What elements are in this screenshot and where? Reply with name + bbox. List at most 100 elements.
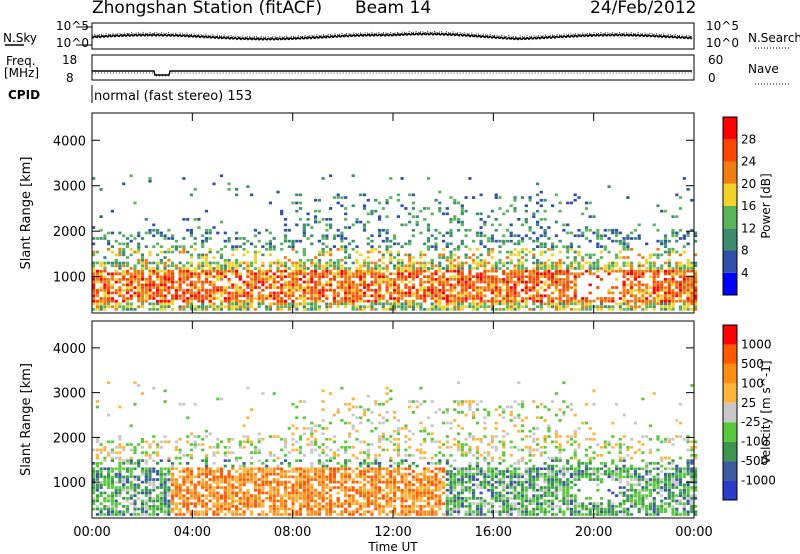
power-cell [182,250,186,254]
power-cell [103,234,107,238]
velocity-cell [472,488,476,492]
power-cell [445,280,449,284]
velocity-cell [317,491,321,495]
power-cell [152,261,156,265]
power-cell [362,283,367,287]
power-cell [216,272,220,276]
velocity-cell [317,497,321,500]
velocity-cell [449,497,453,500]
velocity-cell [302,400,306,403]
velocity-cell [92,502,96,505]
power-cell [347,267,352,270]
power-cell [641,288,645,292]
power-cell [250,291,254,295]
velocity-cell [378,478,382,481]
power-cell [618,302,622,306]
power-cell [208,264,212,268]
power-cell [208,291,212,295]
power-cell [603,245,607,248]
power-cell [509,275,513,278]
power-cell [438,269,442,273]
velocity-cell [400,507,404,511]
power-cell [528,297,532,300]
velocity-cell [99,472,103,476]
power-cell [596,228,600,232]
power-cell [366,212,370,216]
velocity-cell [329,513,333,516]
power-cell [682,302,686,306]
power-cell [231,269,235,273]
velocity-cell [317,467,321,471]
velocity-cell [408,464,412,468]
power-cell [370,261,374,265]
power-cell [603,264,607,268]
power-cell [107,242,111,246]
power-cell [393,237,397,240]
power-cell [366,267,370,270]
velocity-cell [163,472,167,476]
power-cell [389,294,393,298]
velocity-cell [219,497,224,500]
power-cell [573,286,577,289]
power-cell [231,286,235,289]
power-cell [404,253,408,257]
power-cell [566,256,570,259]
velocity-cell [163,494,167,497]
velocity-cell [419,497,423,500]
power-cell [389,272,393,276]
power-cell [347,283,352,287]
power-cell [502,308,506,311]
power-cell [464,297,468,300]
power-cell [460,291,464,295]
power-cell [250,261,254,265]
power-cell [536,297,540,300]
velocity-cell [110,480,114,484]
velocity-cell [152,470,156,473]
power-cell [129,267,133,270]
power-cell [449,261,453,265]
velocity-cell [242,470,246,473]
velocity-cell [208,472,212,476]
power-cell [314,294,318,298]
power-cell [626,245,630,248]
velocity-cell [261,478,265,481]
power-cell [280,261,284,265]
power-cell [419,308,423,311]
power-cell [129,253,133,257]
velocity-cell [445,499,449,503]
power-cell [306,258,310,262]
power-cell [223,305,227,308]
velocity-cell [385,491,389,495]
power-cell [690,288,694,292]
velocity-cell [92,462,96,465]
power-cell [483,258,487,262]
power-cell [622,294,626,298]
power-cell [317,291,321,295]
power-cell [615,302,619,306]
power-cell [505,283,510,287]
power-cell [103,280,107,284]
power-cell [513,302,517,306]
velocity-cell [235,478,239,481]
velocity-cell [347,472,352,476]
power-cell [641,294,645,298]
power-cell [374,269,378,273]
velocity-cell [321,443,325,446]
power-cell [637,275,641,278]
power-cell [498,239,502,243]
velocity-cell [419,402,423,406]
velocity-cell [460,478,464,481]
velocity-cell [317,510,321,514]
power-cell [460,288,464,292]
power-cell [517,269,521,273]
power-cell [163,283,167,287]
velocity-cell [306,472,310,476]
power-cell [479,302,483,306]
power-cell [626,291,630,295]
power-cell [114,239,118,243]
velocity-cell [340,488,344,492]
power-cell [479,275,483,278]
velocity-cell [133,478,137,481]
power-cell [287,280,291,284]
power-cell [626,237,630,240]
